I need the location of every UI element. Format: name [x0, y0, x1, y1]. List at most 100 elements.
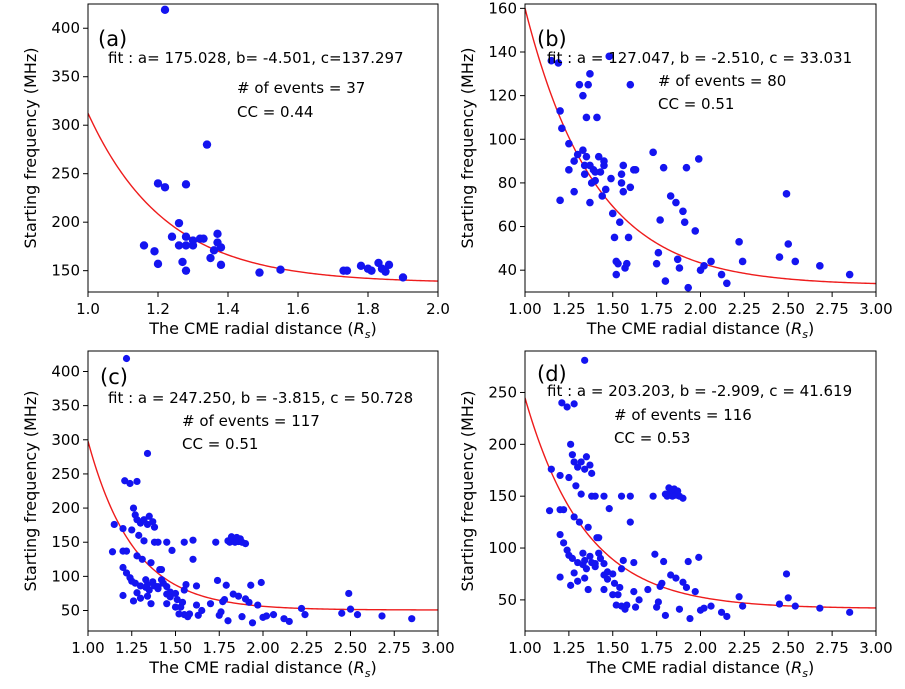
x-tick-label: 1.2 [146, 300, 170, 318]
y-tick-label: 150 [488, 487, 517, 505]
data-point [617, 170, 626, 178]
data-point [600, 492, 608, 500]
data-point [624, 233, 633, 242]
plot-frame [87, 3, 439, 293]
x-tick-label: 1.00 [508, 300, 541, 318]
y-tick-label: 300 [51, 431, 80, 449]
data-point [167, 232, 177, 241]
x-tick-label: 2.25 [290, 639, 323, 657]
data-point [600, 161, 608, 170]
data-point [133, 589, 141, 597]
data-point [661, 277, 670, 285]
data-point [654, 598, 662, 606]
points [139, 5, 408, 282]
y-tick-label: 140 [488, 43, 517, 61]
data-point [558, 124, 566, 133]
data-point [608, 209, 617, 218]
data-point [626, 183, 635, 192]
data-point [579, 91, 587, 100]
data-point [582, 565, 591, 573]
data-point [188, 236, 198, 245]
data-point [574, 577, 582, 585]
data-point [154, 538, 162, 546]
data-point [791, 602, 799, 610]
data-point [248, 619, 257, 627]
x-axis-label: The CME radial distance (Rs) [148, 658, 377, 680]
data-point [575, 80, 584, 89]
data-point [579, 146, 587, 154]
data-point [378, 612, 386, 620]
data-point [138, 555, 146, 563]
panel-label: (c) [100, 365, 128, 389]
data-point [154, 583, 162, 591]
data-point [174, 241, 184, 250]
data-point [224, 617, 232, 625]
data-point [342, 266, 352, 275]
data-point [297, 604, 306, 613]
data-point [145, 586, 153, 594]
panel-label: (d) [537, 362, 567, 386]
data-point [684, 557, 692, 566]
data-point [567, 440, 575, 448]
x-tick-label: 1.8 [356, 300, 380, 318]
y-tick-label: 50 [498, 591, 517, 609]
data-point [631, 166, 640, 174]
data-point [667, 571, 675, 579]
y-axis-label: Starting frequency (MHz) [21, 48, 40, 249]
y-tick-label: 200 [51, 213, 80, 231]
data-point [682, 163, 691, 172]
data-point [367, 266, 376, 275]
data-point [735, 593, 743, 601]
data-point [596, 168, 605, 176]
data-point [626, 492, 634, 500]
data-point [565, 139, 573, 148]
data-point [609, 570, 617, 578]
data-point [691, 587, 699, 596]
y-tick-label: 150 [51, 533, 80, 551]
data-point [775, 600, 784, 608]
data-point [565, 473, 573, 482]
annotation: fit : a = 247.250, b = -3.815, c = 50.72… [108, 389, 413, 407]
data-point [160, 183, 170, 192]
x-tick-label: 3.00 [859, 300, 892, 318]
data-point [133, 477, 141, 486]
data-point [216, 260, 226, 270]
data-point [558, 399, 566, 407]
data-point [845, 270, 854, 279]
data-point [619, 556, 627, 565]
data-point [171, 603, 180, 611]
data-point [782, 570, 791, 578]
data-point [580, 161, 589, 170]
data-point [588, 469, 596, 477]
data-point [143, 449, 152, 458]
data-point [181, 241, 191, 250]
data-point [408, 615, 416, 623]
data-point [735, 238, 743, 246]
data-point [586, 70, 594, 78]
data-point [178, 598, 187, 606]
y-axis-label: Starting frequency (MHz) [21, 391, 40, 592]
data-point [600, 559, 608, 568]
x-tick-label: 2.00 [684, 639, 717, 657]
data-point [680, 218, 689, 226]
data-point [156, 565, 164, 574]
data-point [147, 559, 155, 567]
data-point [816, 604, 824, 612]
x-tick-label: 1.6 [286, 300, 310, 318]
data-point [570, 187, 578, 196]
data-point [661, 611, 670, 620]
y-tick-label: 350 [51, 68, 80, 86]
x-tick-label: 1.75 [640, 300, 673, 318]
y-tick-label: 40 [498, 261, 517, 279]
data-point [554, 59, 563, 67]
data-point [255, 268, 264, 277]
y-tick-label: 160 [488, 0, 517, 17]
x-tick-label: 1.50 [596, 300, 629, 318]
y-tick-label: 100 [488, 130, 517, 148]
panel-3: 1.00 1.25 1.50 1.75 2.00 2.25 2.50 2.75 3.00 50 10… [458, 350, 893, 680]
data-point [140, 537, 148, 545]
data-point [679, 578, 687, 586]
data-point [846, 608, 854, 616]
data-point [568, 451, 576, 459]
data-point [181, 180, 191, 189]
